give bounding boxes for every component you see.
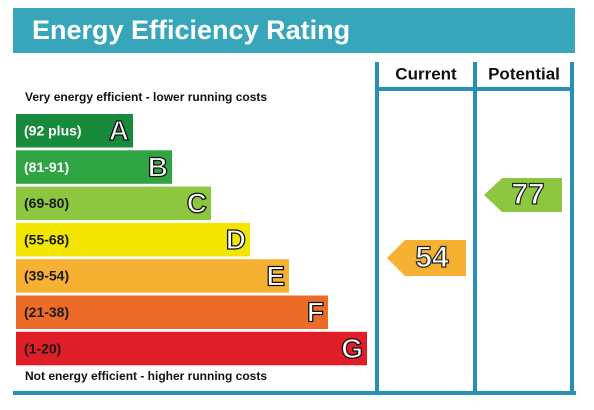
title-bar [13,8,575,53]
top-note: Very energy efficient - lower running co… [25,90,267,104]
band-range: (81-91) [24,159,69,175]
band-bar [16,114,133,148]
band-range: (69-80) [24,195,69,211]
band-bar [16,295,328,329]
band-letter: E [266,260,285,291]
band-bar [16,222,250,257]
potential-arrow [484,178,562,212]
band-bar [16,259,289,293]
current-value: 54 [415,241,449,274]
band-range: (21-38) [24,304,69,320]
band-range: (55-68) [24,231,69,247]
column-header: Current [395,64,457,83]
band-letter: D [226,224,246,255]
band-range: (39-54) [24,268,69,284]
potential-value: 77 [511,178,544,211]
band-bar [16,186,211,221]
band-range: (1-20) [24,340,61,356]
band-range: (92 plus) [24,122,82,138]
bands: (92 plus) A (81-91) B (69-80) C (55-68) D (39-54… [16,114,367,366]
band-letter: G [341,333,363,364]
band-letter: A [109,115,129,146]
band-letter: C [187,188,207,219]
band-bar [16,150,172,184]
column-header: Potential [488,64,560,83]
band-bar [16,331,367,366]
bottom-note: Not energy efficient - higher running co… [25,369,267,383]
band-letter: B [148,151,168,182]
title: Energy Efficiency Rating [32,15,350,45]
band-letter: F [307,297,324,328]
current-arrow [387,240,466,276]
